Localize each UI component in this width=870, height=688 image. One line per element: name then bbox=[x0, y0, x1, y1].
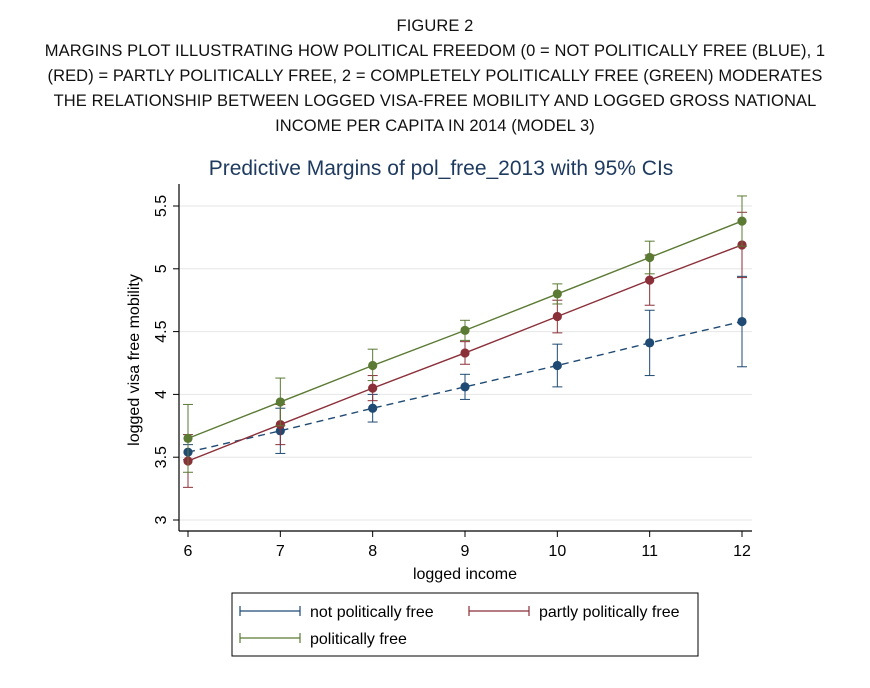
x-tick-label: 12 bbox=[733, 543, 751, 560]
y-tick-label: 4.5 bbox=[153, 320, 170, 342]
data-point bbox=[737, 316, 747, 327]
data-point bbox=[460, 325, 470, 335]
data-point bbox=[645, 275, 655, 285]
caption-line-4: INCOME PER CAPITA IN 2014 (MODEL 3) bbox=[275, 117, 595, 135]
x-tick-label: 11 bbox=[641, 543, 658, 560]
y-tick-label: 5 bbox=[153, 264, 170, 273]
figure-label: FIGURE 2 bbox=[396, 17, 474, 35]
data-point bbox=[460, 382, 470, 392]
legend-label: not politically free bbox=[310, 604, 434, 621]
series-politically-free bbox=[183, 195, 747, 473]
y-axis-label: logged visa free mobility bbox=[126, 274, 143, 446]
data-point bbox=[552, 360, 562, 371]
y-tick-label: 3 bbox=[153, 515, 170, 524]
data-point bbox=[368, 360, 378, 371]
series-partly-politically-free bbox=[183, 211, 747, 488]
legend-item: politically free bbox=[239, 631, 407, 648]
legend-item: not politically free bbox=[239, 604, 434, 621]
series-not-politically-free bbox=[183, 275, 747, 461]
legend-item: partly politically free bbox=[468, 604, 680, 621]
data-point bbox=[368, 383, 378, 393]
data-point bbox=[368, 403, 378, 413]
series-group bbox=[183, 195, 747, 488]
axes: 3 3.5 4 4.5 5 5.5 6 7 8 9 10 11 12 bbox=[153, 184, 752, 560]
data-point bbox=[645, 338, 655, 348]
caption-line-2: (RED) = PARTLY POLITICALLY FREE, 2 = COM… bbox=[47, 67, 823, 85]
data-point bbox=[645, 252, 655, 263]
x-tick-label: 10 bbox=[548, 543, 566, 560]
x-tick-label: 8 bbox=[368, 543, 377, 560]
x-tick-label: 6 bbox=[184, 543, 193, 560]
data-point bbox=[552, 289, 562, 299]
chart-title: Predictive Margins of pol_free_2013 with… bbox=[209, 157, 674, 180]
legend: not politically free partly politically f… bbox=[231, 592, 699, 657]
legend-box bbox=[231, 592, 699, 657]
data-point bbox=[275, 397, 285, 407]
caption-line-3: THE RELATIONSHIP BETWEEN LOGGED VISA-FRE… bbox=[53, 92, 817, 110]
data-point bbox=[552, 311, 562, 322]
x-axis-label: logged income bbox=[413, 566, 517, 583]
data-point bbox=[183, 433, 193, 443]
data-point bbox=[737, 216, 747, 226]
legend-label: politically free bbox=[310, 631, 407, 648]
grid-lines bbox=[180, 205, 752, 521]
data-point bbox=[460, 348, 470, 358]
y-tick-label: 4 bbox=[153, 390, 170, 399]
figure-caption: FIGURE 2 MARGINS PLOT ILLUSTRATING HOW P… bbox=[0, 14, 870, 139]
legend-label: partly politically free bbox=[539, 604, 680, 621]
x-tick-label: 9 bbox=[461, 543, 470, 560]
x-tick-label: 7 bbox=[276, 543, 285, 560]
caption-line-1: MARGINS PLOT ILLUSTRATING HOW POLITICAL … bbox=[44, 42, 826, 60]
y-tick-label: 5.5 bbox=[153, 195, 170, 217]
y-tick-label: 3.5 bbox=[153, 446, 170, 468]
